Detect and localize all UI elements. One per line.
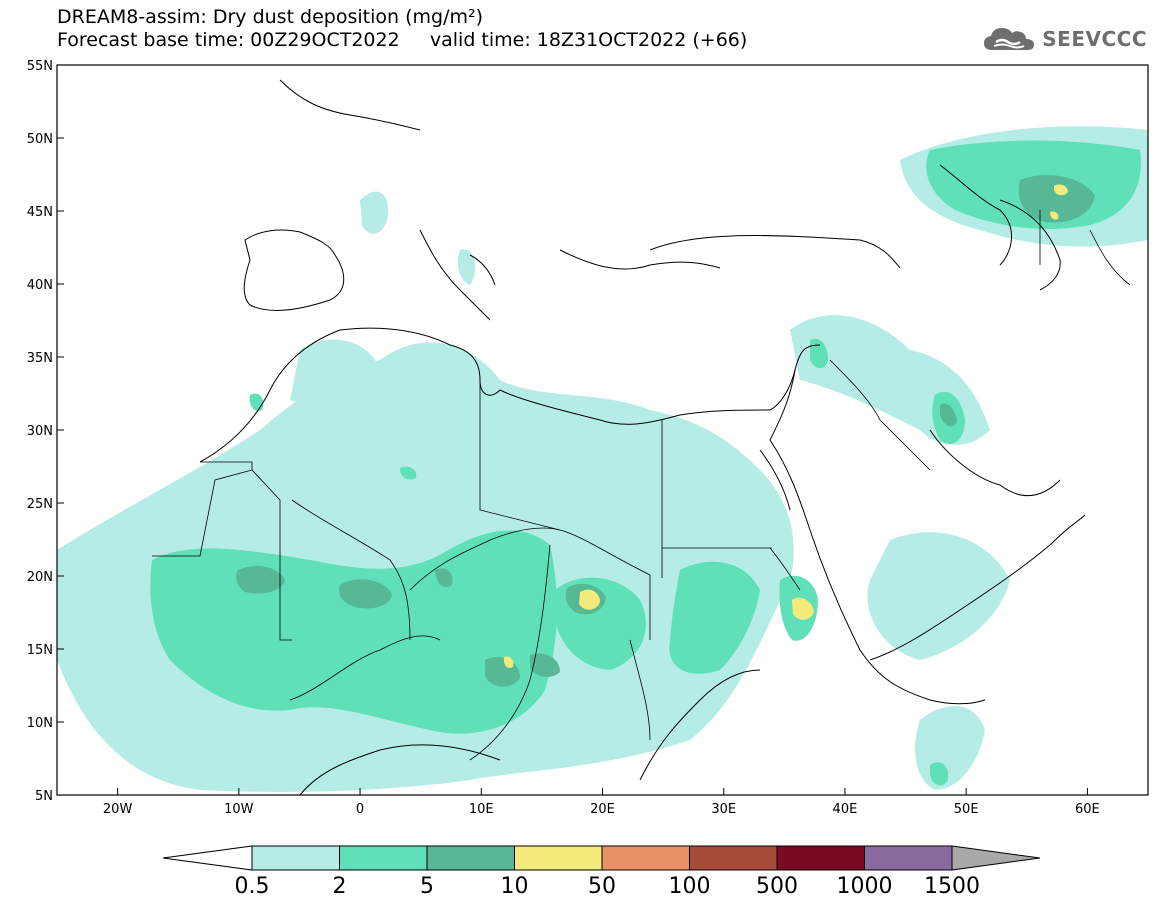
brand-logo: SEEVCCC <box>982 24 1147 54</box>
lon-label: 30E <box>711 802 736 817</box>
dust-field <box>57 126 1148 792</box>
title-line-2: Forecast base time: 00Z29OCT2022 valid t… <box>57 29 748 51</box>
colorbar-segment <box>601 845 690 871</box>
lon-label: 10W <box>224 802 254 817</box>
lon-label: 60E <box>1075 802 1100 817</box>
lat-label: 40N <box>27 278 53 293</box>
colorbar-segment <box>864 845 953 871</box>
lat-label: 35N <box>27 351 53 366</box>
lon-axis: 20W 10W 0 10E 20E 30E 40E 50E 60E <box>103 788 1100 817</box>
lat-label: 50N <box>27 132 53 147</box>
colorbar-label: 10 <box>501 874 529 899</box>
colorbar-segment <box>426 845 515 871</box>
field-class-10 <box>503 184 1068 668</box>
lat-label: 5N <box>35 789 53 804</box>
title-line-1: DREAM8-assim: Dry dust deposition (mg/m²… <box>57 6 484 28</box>
colorbar-label: 0.5 <box>235 874 270 899</box>
lat-label: 15N <box>27 643 53 658</box>
colorbar-segment <box>339 845 428 871</box>
colorbar-arrow-left <box>162 845 253 871</box>
colorbar: 0.5 2 5 10 50 100 500 1000 1500 <box>162 845 1041 899</box>
colorbar-label: 500 <box>756 874 798 899</box>
colorbar-segment <box>689 845 778 871</box>
lat-label: 20N <box>27 570 53 585</box>
field-class-5 <box>236 175 1095 687</box>
colorbar-label: 1500 <box>924 874 980 899</box>
lat-label: 25N <box>27 497 53 512</box>
colorbar-arrow-right <box>951 845 1041 871</box>
colorbar-label: 1000 <box>837 874 893 899</box>
lon-label: 40E <box>833 802 858 817</box>
colorbar-label: 50 <box>588 874 616 899</box>
lat-label: 10N <box>27 716 53 731</box>
colorbar-segment <box>776 845 865 871</box>
lon-label: 0 <box>356 802 364 817</box>
lon-label: 20E <box>590 802 615 817</box>
title-block: DREAM8-assim: Dry dust deposition (mg/m²… <box>57 6 747 52</box>
lon-label: 20W <box>103 802 133 817</box>
colorbar-label: 5 <box>420 874 434 899</box>
colorbar-label: 100 <box>669 874 711 899</box>
colorbar-segment <box>514 845 603 871</box>
cloud-logo-icon <box>984 28 1035 50</box>
lon-label: 50E <box>954 802 979 817</box>
colorbar-segment <box>251 845 340 871</box>
lat-label: 45N <box>27 205 53 220</box>
coastlines <box>199 79 1086 795</box>
lon-label: 10E <box>469 802 494 817</box>
lat-label: 55N <box>27 59 53 74</box>
lat-label: 30N <box>27 424 53 439</box>
colorbar-label: 2 <box>333 874 347 899</box>
brand-name: SEEVCCC <box>1042 27 1147 51</box>
lat-axis: 55N 50N 45N 40N 35N 30N 25N 20N 15N 10N 5N <box>27 59 64 804</box>
country-borders <box>152 210 1131 761</box>
